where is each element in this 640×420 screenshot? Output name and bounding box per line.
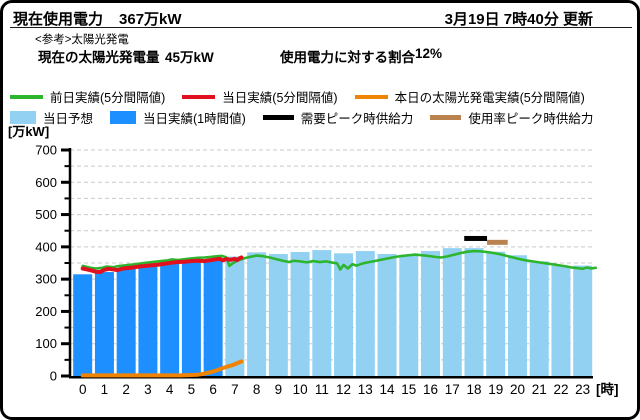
bar-hour-2 — [116, 268, 136, 376]
solar-row: 現在の太陽光発電量 45万kW 使用電力に対する割合 12% — [3, 46, 637, 65]
bar-hour-10 — [290, 252, 310, 376]
x-tick-label: 5 — [188, 382, 196, 397]
solar-line-swatch-icon — [354, 94, 388, 99]
legend-forecast: 当日予想 — [10, 108, 93, 127]
demand-peak-swatch-icon — [262, 115, 294, 120]
today-line-swatch-icon — [182, 94, 216, 99]
bar-hour-14 — [377, 253, 397, 376]
y-tick-label: 100 — [35, 336, 57, 351]
y-tick-label: 600 — [35, 175, 57, 190]
legend-row-bars: 当日予想 当日実績(1時間値) 需要ピーク時供給力 使用率ピーク時供給力 — [10, 108, 610, 127]
bar-hour-15 — [399, 255, 419, 376]
x-tick-label: 18 — [466, 382, 481, 397]
x-tick-label: 19 — [488, 382, 503, 397]
legend-usage-peak-label: 使用率ピーク時供給力 — [468, 112, 594, 126]
y-axis-unit-label: [万kW] — [8, 124, 50, 139]
legend-usage-peak: 使用率ピーク時供給力 — [430, 108, 593, 127]
x-tick-label: 10 — [293, 382, 308, 397]
y-tick-label: 400 — [35, 239, 57, 254]
y-tick-label: 500 — [35, 207, 57, 222]
solar-reference-note: <参考>太陽光発電 — [35, 34, 129, 46]
bar-hour-18 — [464, 248, 484, 376]
prev-day-line-swatch-icon — [10, 94, 43, 99]
legend-prev-day: 前日実績(5分間隔値) — [10, 87, 165, 106]
x-tick-label: 3 — [144, 382, 152, 397]
bar-hour-12 — [334, 253, 354, 376]
x-tick-label: 23 — [575, 382, 590, 397]
legend-solar-actual: 本日の太陽光発電実績(5分間隔値) — [354, 87, 585, 106]
bar-hour-11 — [312, 250, 332, 376]
x-tick-label: 2 — [122, 382, 130, 397]
legend-hourly-actual: 当日実績(1時間値) — [110, 108, 246, 127]
bar-hour-0 — [73, 274, 93, 376]
solar-ratio-label: 使用電力に対する割合 — [280, 50, 415, 65]
header-row: 現在使用電力 367万kW 3月19日 7時40分 更新 — [13, 8, 593, 29]
y-tick-label: 300 — [35, 272, 57, 287]
header-separator — [10, 27, 632, 28]
legend-today-actual: 当日実績(5分間隔値) — [182, 87, 338, 106]
today-line — [80, 255, 244, 275]
usage-peak-swatch-icon — [430, 115, 462, 120]
legend-forecast-label: 当日予想 — [43, 112, 94, 126]
x-tick-label: 6 — [209, 382, 217, 397]
x-tick-label: 15 — [401, 382, 416, 397]
legend-today-actual-label: 当日実績(5分間隔値) — [222, 91, 338, 105]
bar-hour-9 — [268, 253, 288, 376]
x-tick-label: 13 — [358, 382, 373, 397]
solar-ratio-value: 12% — [415, 46, 443, 61]
forecast-bar-swatch-icon — [10, 111, 36, 124]
x-tick-label: 17 — [445, 382, 460, 397]
bar-hour-17 — [442, 248, 462, 376]
bar-hour-22 — [551, 265, 571, 376]
x-tick-label: 9 — [275, 382, 283, 397]
x-tick-label: 16 — [423, 382, 438, 397]
x-tick-label: 4 — [166, 382, 174, 397]
bar-hour-19 — [486, 251, 506, 376]
bar-hour-21 — [529, 261, 549, 376]
bar-hour-23 — [573, 265, 593, 376]
update-timestamp: 3月19日 7時40分 更新 — [444, 11, 593, 28]
solar-line — [80, 359, 244, 378]
bar-hour-4 — [160, 263, 180, 376]
bar-hour-8 — [247, 252, 267, 376]
solar-amount-label: 現在の太陽光発電量 — [38, 50, 160, 65]
bar-hour-16 — [421, 251, 441, 376]
demand-peak-segment — [464, 235, 488, 241]
current-power-value: 367万kW — [119, 11, 182, 28]
x-tick-label: 21 — [532, 382, 547, 397]
bar-hour-5 — [181, 262, 201, 376]
legend-demand-peak-label: 需要ピーク時供給力 — [300, 112, 414, 126]
x-tick-label: 8 — [253, 382, 261, 397]
current-power-label: 現在使用電力 — [13, 11, 104, 28]
x-tick-label: 22 — [553, 382, 568, 397]
usage-peak-segment — [487, 239, 508, 245]
bar-hour-13 — [355, 251, 375, 376]
y-tick-label: 700 — [35, 143, 57, 158]
bar-hour-6 — [203, 260, 223, 376]
legend-demand-peak: 需要ピーク時供給力 — [262, 108, 414, 127]
legend-prev-day-label: 前日実績(5分間隔値) — [50, 91, 166, 105]
y-tick-label: 0 — [50, 369, 57, 384]
bar-hour-1 — [94, 272, 114, 376]
bar-hour-7 — [225, 256, 245, 376]
x-tick-label: 14 — [380, 382, 396, 397]
legend-hourly-actual-label: 当日実績(1時間値) — [143, 112, 246, 126]
x-tick-label: 11 — [315, 382, 329, 397]
x-tick-label: 12 — [336, 382, 351, 397]
bar-hour-3 — [138, 266, 158, 376]
bar-hour-20 — [507, 255, 527, 376]
x-tick-label: 1 — [101, 382, 109, 397]
x-axis-unit-label: [時] — [596, 381, 619, 397]
actual-bar-swatch-icon — [110, 111, 137, 124]
x-tick-label: 0 — [79, 382, 87, 397]
y-tick-label: 200 — [35, 304, 57, 319]
x-tick-label: 7 — [231, 382, 239, 397]
legend-solar-actual-label: 本日の太陽光発電実績(5分間隔値) — [394, 91, 585, 105]
solar-amount-value: 45万kW — [165, 50, 214, 65]
x-tick-label: 20 — [510, 382, 525, 397]
legend-row-lines: 前日実績(5分間隔値) 当日実績(5分間隔値) 本日の太陽光発電実績(5分間隔値… — [10, 87, 602, 106]
